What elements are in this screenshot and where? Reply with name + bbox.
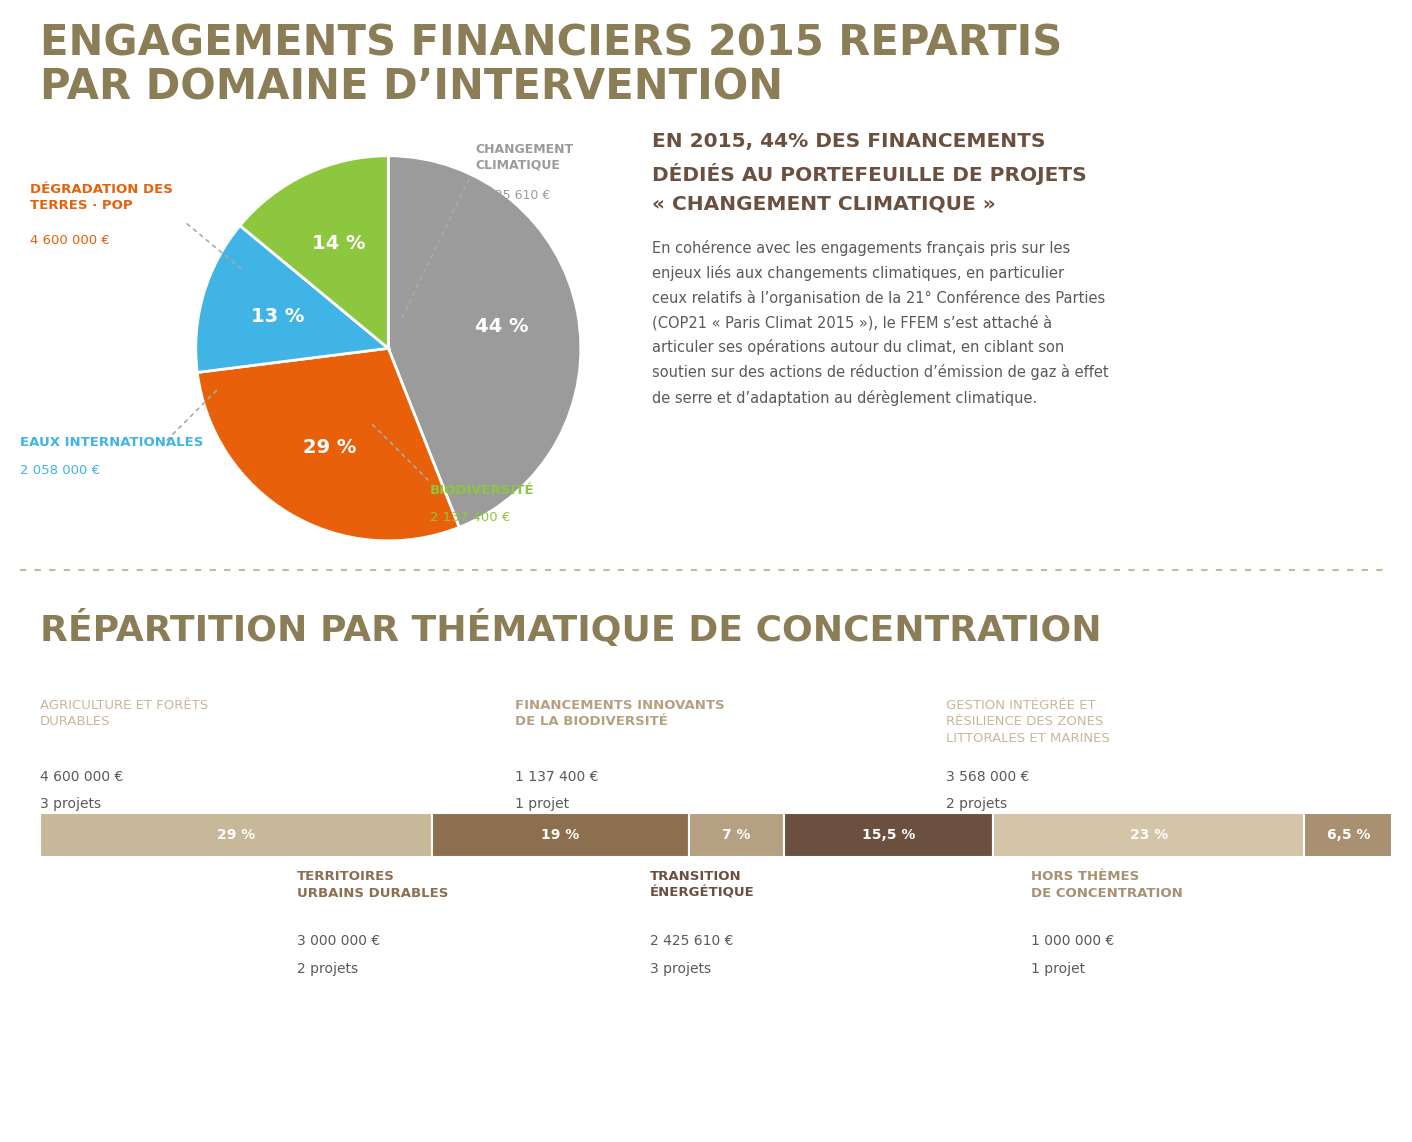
Wedge shape: [388, 155, 580, 528]
Bar: [1305, 813, 1392, 856]
Text: 3 projets: 3 projets: [650, 962, 710, 975]
Wedge shape: [240, 155, 388, 348]
Text: 3 000 000 €: 3 000 000 €: [297, 934, 380, 948]
Text: RÉPARTITION PAR THÉMATIQUE DE CONCENTRATION: RÉPARTITION PAR THÉMATIQUE DE CONCENTRAT…: [40, 610, 1101, 648]
Wedge shape: [196, 226, 388, 372]
Text: GESTION INTÉGRÉE ET
RÉSILIENCE DES ZONES
LITTORALES ET MARINES: GESTION INTÉGRÉE ET RÉSILIENCE DES ZONES…: [946, 699, 1110, 745]
Text: 6 935 610 €: 6 935 610 €: [474, 188, 551, 202]
Wedge shape: [198, 348, 459, 541]
Text: 7 %: 7 %: [722, 828, 750, 842]
Bar: [689, 813, 784, 856]
Text: 1 000 000 €: 1 000 000 €: [1031, 934, 1114, 948]
Bar: [993, 813, 1305, 856]
Text: 2 137 400 €: 2 137 400 €: [431, 510, 510, 524]
Text: 1 137 400 €: 1 137 400 €: [515, 770, 599, 783]
Text: PAR DOMAINE D’INTERVENTION: PAR DOMAINE D’INTERVENTION: [40, 66, 782, 108]
Text: 19 %: 19 %: [541, 828, 579, 842]
Text: 2 projets: 2 projets: [297, 962, 357, 975]
Text: 15,5 %: 15,5 %: [861, 828, 915, 842]
Bar: [40, 813, 432, 856]
Bar: [432, 813, 689, 856]
Text: 29 %: 29 %: [216, 828, 254, 842]
Text: 44 %: 44 %: [474, 317, 528, 336]
Bar: [784, 813, 993, 856]
Text: FINANCEMENTS INNOVANTS
DE LA BIODIVERSITÉ: FINANCEMENTS INNOVANTS DE LA BIODIVERSIT…: [515, 699, 724, 729]
Text: HORS THÈMES
DE CONCENTRATION: HORS THÈMES DE CONCENTRATION: [1031, 870, 1182, 900]
Text: CHANGEMENT
CLIMATIQUE: CHANGEMENT CLIMATIQUE: [474, 143, 573, 172]
Text: 1 projet: 1 projet: [1031, 962, 1084, 975]
Text: BIODIVERSITÉ: BIODIVERSITÉ: [431, 484, 535, 497]
Text: 2 058 000 €: 2 058 000 €: [20, 464, 100, 477]
Text: DÉGRADATION DES
TERRES · POP: DÉGRADATION DES TERRES · POP: [30, 183, 172, 212]
Text: 1 projet: 1 projet: [515, 797, 569, 811]
Text: « CHANGEMENT CLIMATIQUE »: « CHANGEMENT CLIMATIQUE »: [652, 194, 995, 214]
Text: 6,5 %: 6,5 %: [1326, 828, 1370, 842]
Text: AGRICULTURE ET FORÊTS
DURABLES: AGRICULTURE ET FORÊTS DURABLES: [40, 699, 208, 729]
Text: 13 %: 13 %: [251, 306, 304, 325]
Text: EAUX INTERNATIONALES: EAUX INTERNATIONALES: [20, 436, 203, 449]
Text: EN 2015, 44% DES FINANCEMENTS: EN 2015, 44% DES FINANCEMENTS: [652, 132, 1046, 152]
Text: 29 %: 29 %: [302, 439, 356, 457]
Text: ENGAGEMENTS FINANCIERS 2015 REPARTIS: ENGAGEMENTS FINANCIERS 2015 REPARTIS: [40, 23, 1062, 65]
Text: DÉDIÉS AU PORTEFEUILLE DE PROJETS: DÉDIÉS AU PORTEFEUILLE DE PROJETS: [652, 163, 1087, 185]
Text: 23 %: 23 %: [1130, 828, 1168, 842]
Text: 3 568 000 €: 3 568 000 €: [946, 770, 1029, 783]
Text: 4 600 000 €: 4 600 000 €: [30, 234, 110, 247]
Text: 4 600 000 €: 4 600 000 €: [40, 770, 123, 783]
Text: 3 projets: 3 projets: [40, 797, 100, 811]
Text: 14 %: 14 %: [312, 234, 366, 254]
Text: TRANSITION
ÉNERGÉTIQUE: TRANSITION ÉNERGÉTIQUE: [650, 870, 754, 900]
Text: En cohérence avec les engagements français pris sur les
enjeux liés aux changeme: En cohérence avec les engagements frança…: [652, 240, 1108, 405]
Text: TERRITOIRES
URBAINS DURABLES: TERRITOIRES URBAINS DURABLES: [297, 870, 448, 900]
Text: 2 425 610 €: 2 425 610 €: [650, 934, 733, 948]
Text: 2 projets: 2 projets: [946, 797, 1007, 811]
